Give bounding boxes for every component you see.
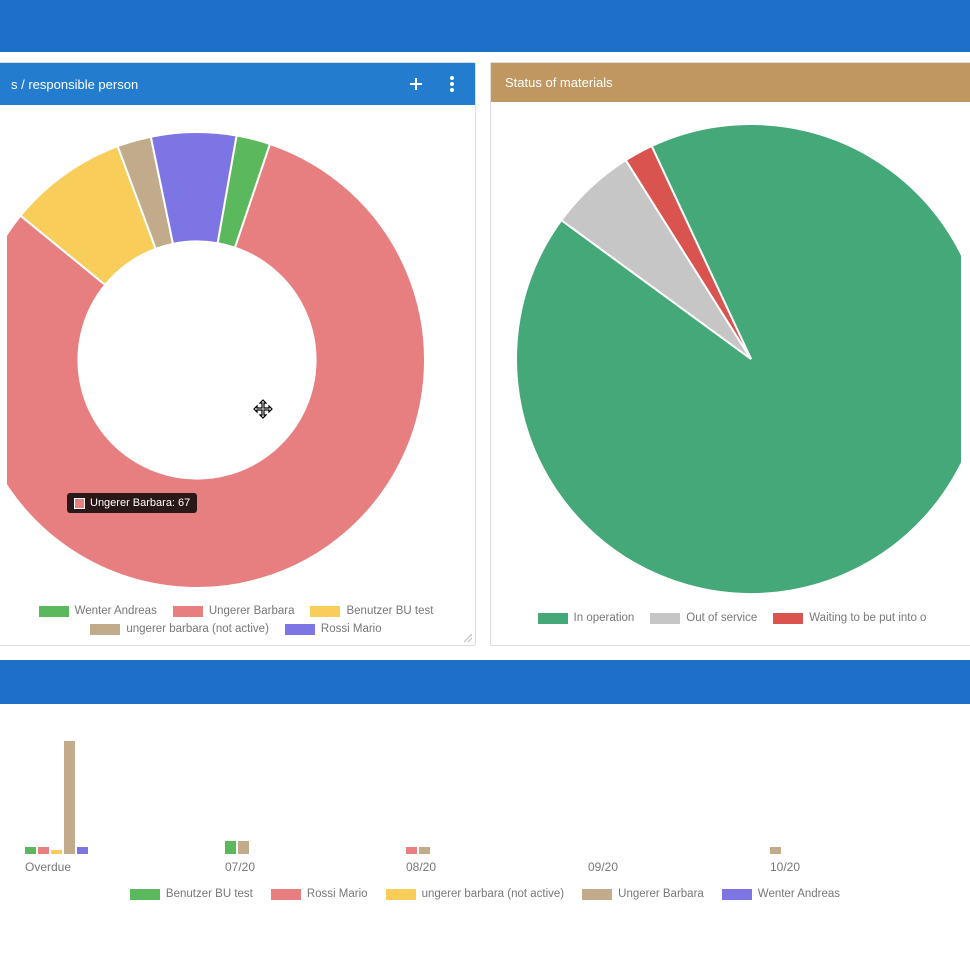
bar[interactable] bbox=[77, 847, 88, 854]
legend-item[interactable]: Benutzer BU test bbox=[310, 605, 433, 617]
legend-item[interactable]: ungerer barbara (not active) bbox=[386, 888, 565, 900]
x-axis-label: 10/20 bbox=[770, 860, 800, 874]
donut-chart-area: Ungerer Barbara: 67 bbox=[0, 105, 475, 601]
legend-swatch bbox=[271, 889, 301, 900]
legend-swatch bbox=[386, 889, 416, 900]
pie-card: Status of materials In operation Out of s… bbox=[490, 62, 970, 646]
bar[interactable] bbox=[25, 847, 36, 854]
bar[interactable] bbox=[64, 741, 75, 854]
donut-card-title: s / responsible person bbox=[11, 77, 138, 92]
chart-tooltip: Ungerer Barbara: 67 bbox=[67, 493, 197, 513]
legend-item[interactable]: In operation bbox=[538, 612, 635, 624]
bar-group bbox=[406, 847, 430, 854]
bar-group bbox=[225, 841, 249, 854]
bar[interactable] bbox=[419, 847, 430, 854]
pie-card-title: Status of materials bbox=[505, 75, 613, 90]
top-bar bbox=[0, 0, 970, 52]
donut-card-header: s / responsible person bbox=[0, 63, 475, 105]
resize-handle-icon[interactable] bbox=[461, 631, 473, 643]
legend-item[interactable]: Out of service bbox=[650, 612, 757, 624]
legend-swatch bbox=[582, 889, 612, 900]
section-bar bbox=[0, 660, 970, 704]
pie-chart-area bbox=[491, 102, 970, 608]
legend-item[interactable]: Waiting to be put into o bbox=[773, 612, 926, 624]
donut-legend: Wenter Andreas Ungerer Barbara Benutzer BU… bbox=[0, 601, 475, 645]
bar[interactable] bbox=[770, 847, 781, 854]
legend-swatch bbox=[39, 606, 69, 617]
legend-item[interactable]: ungerer barbara (not active) bbox=[90, 623, 269, 635]
legend-item[interactable]: Benutzer BU test bbox=[130, 888, 253, 900]
legend-label: ungerer barbara (not active) bbox=[126, 623, 269, 635]
bar[interactable] bbox=[406, 847, 417, 854]
legend-item[interactable]: Ungerer Barbara bbox=[173, 605, 295, 617]
legend-swatch bbox=[90, 624, 120, 635]
legend-item[interactable]: Ungerer Barbara bbox=[582, 888, 704, 900]
donut-card: s / responsible person Ungerer Barbara: … bbox=[0, 62, 476, 646]
dashboard-row: s / responsible person Ungerer Barbara: … bbox=[0, 52, 970, 646]
legend-swatch bbox=[173, 606, 203, 617]
bar-group bbox=[770, 847, 781, 854]
x-axis-label: Overdue bbox=[25, 860, 71, 874]
legend-label: Wenter Andreas bbox=[75, 605, 157, 617]
bar[interactable] bbox=[225, 841, 236, 854]
legend-label: Benutzer BU test bbox=[166, 888, 253, 900]
bar[interactable] bbox=[238, 841, 249, 854]
x-axis-label: 07/20 bbox=[225, 860, 255, 874]
legend-swatch bbox=[650, 613, 680, 624]
kebab-menu-icon[interactable] bbox=[443, 75, 461, 93]
legend-swatch bbox=[722, 889, 752, 900]
pie-chart[interactable] bbox=[501, 117, 961, 597]
legend-label: Ungerer Barbara bbox=[209, 605, 295, 617]
legend-swatch bbox=[130, 889, 160, 900]
tooltip-swatch bbox=[74, 498, 85, 509]
legend-label: Out of service bbox=[686, 612, 757, 624]
donut-chart[interactable] bbox=[7, 120, 465, 590]
legend-swatch bbox=[538, 613, 568, 624]
pie-legend: In operation Out of service Waiting to be … bbox=[491, 608, 970, 634]
legend-swatch bbox=[310, 606, 340, 617]
bar[interactable] bbox=[51, 850, 62, 854]
legend-label: Rossi Mario bbox=[307, 888, 368, 900]
legend-label: Rossi Mario bbox=[321, 623, 382, 635]
bar[interactable] bbox=[38, 847, 49, 854]
legend-item[interactable]: Rossi Mario bbox=[271, 888, 368, 900]
legend-swatch bbox=[773, 613, 803, 624]
legend-label: Ungerer Barbara bbox=[618, 888, 704, 900]
bar-chart-area: Overdue 07/20 08/20 09/20 10/20 bbox=[0, 704, 970, 884]
x-axis-label: 08/20 bbox=[406, 860, 436, 874]
legend-label: Benutzer BU test bbox=[346, 605, 433, 617]
legend-item[interactable]: Rossi Mario bbox=[285, 623, 382, 635]
legend-label: In operation bbox=[574, 612, 635, 624]
tooltip-text: Ungerer Barbara: 67 bbox=[90, 497, 190, 509]
plus-icon[interactable] bbox=[407, 75, 425, 93]
legend-item[interactable]: Wenter Andreas bbox=[722, 888, 840, 900]
legend-item[interactable]: Wenter Andreas bbox=[39, 605, 157, 617]
legend-label: ungerer barbara (not active) bbox=[422, 888, 565, 900]
legend-swatch bbox=[285, 624, 315, 635]
pie-card-header: Status of materials bbox=[491, 63, 970, 102]
legend-label: Waiting to be put into o bbox=[809, 612, 926, 624]
legend-label: Wenter Andreas bbox=[758, 888, 840, 900]
x-axis-label: 09/20 bbox=[588, 860, 618, 874]
bar-group bbox=[25, 741, 88, 854]
bar-legend: Benutzer BU test Rossi Mario ungerer barba… bbox=[0, 884, 970, 910]
